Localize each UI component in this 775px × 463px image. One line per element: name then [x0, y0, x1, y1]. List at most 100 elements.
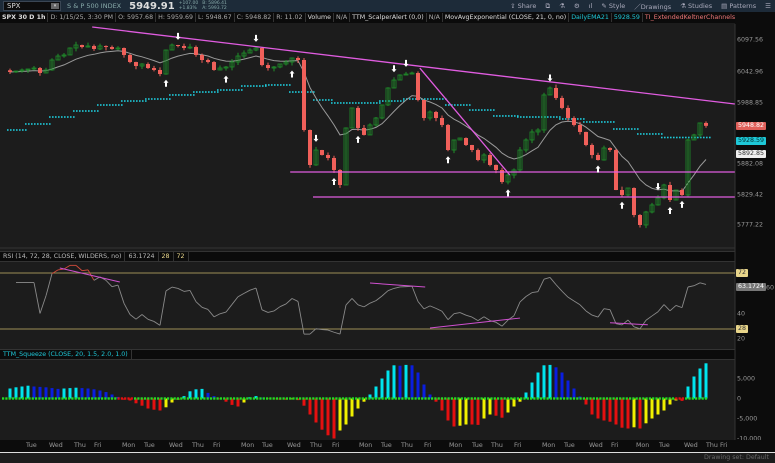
bars-button[interactable]: ıl [588, 2, 593, 10]
candle-up [139, 63, 145, 67]
squeeze-histogram-bar [626, 398, 630, 429]
drawings-button[interactable]: ／Drawings [634, 1, 671, 11]
daily-ema-dot [334, 102, 336, 104]
daily-ema-dot [325, 99, 327, 101]
squeeze-dot [269, 397, 272, 400]
squeeze-histogram-bar [560, 372, 564, 399]
rsi-line-segment [543, 276, 551, 280]
keltner-study[interactable]: TI_ExtendedKeltnerChannels (3.0) [643, 13, 735, 22]
squeeze-header: TTM_Squeeze (CLOSE, 20, 1.5, 2.0, 1.0) [0, 349, 735, 360]
candle-down [194, 47, 198, 55]
candle-up [277, 63, 283, 68]
up-arrow-icon [505, 189, 511, 197]
patterns-button[interactable]: ▤ Patterns [721, 2, 756, 10]
squeeze-histogram-bar [446, 398, 450, 421]
candle-down [434, 111, 438, 118]
detach-button[interactable]: ⧉ [545, 1, 551, 10]
time-axis[interactable]: Tue Wed Thu Fri Mon Tue Wed Thu Fri Mon Tue Wed Thu F… [0, 440, 775, 452]
squeeze-histogram-bar [590, 398, 594, 415]
scalper-study[interactable]: TTM_ScalperAlert (0,0) [350, 13, 427, 22]
daily-ema-dot [10, 129, 12, 131]
menu-button[interactable]: ☰ [765, 2, 771, 10]
squeeze-histogram-bar [188, 391, 192, 399]
drawing-set[interactable]: Drawing set: Default [704, 454, 769, 461]
rsi-line-segment [549, 277, 557, 285]
studies-button[interactable]: ⚗ Studies [680, 2, 712, 10]
squeeze-axis-label: 5,000 [737, 375, 756, 382]
time-axis-label: Wed [684, 442, 698, 449]
chart-id[interactable]: SPX 30 D 1h [0, 13, 49, 22]
squeeze-dot [374, 397, 378, 400]
squeeze-dot [176, 397, 180, 400]
squeeze-dot [173, 397, 176, 400]
flask-button[interactable]: ⚗ [559, 2, 565, 10]
daily-ema-dot [331, 102, 333, 104]
squeeze-histogram-bar [38, 386, 42, 399]
candle-down [596, 154, 600, 160]
daily-ema-dot [598, 121, 600, 123]
gear-button[interactable]: ⚙ [573, 2, 580, 10]
price-axis-label: 6042.96 [737, 68, 764, 75]
squeeze-histogram-bar [380, 378, 384, 399]
rsi-title[interactable]: RSI (14, 72, 28, CLOSE, WILDERS, no) [0, 252, 126, 261]
squeeze-dot [678, 397, 681, 400]
daily-ema-dot [277, 84, 279, 86]
squeeze-dot [282, 397, 285, 400]
candle-up [547, 87, 553, 96]
daily-ema-dot [49, 123, 51, 125]
daily-ema-study[interactable]: DailyEMA21 [569, 13, 612, 22]
daily-ema-dot [607, 121, 609, 123]
daily-ema-dot [499, 115, 501, 117]
daily-ema-dot [196, 91, 198, 93]
chevron-down-icon[interactable]: ▾ [51, 3, 59, 9]
symbol-value: SPX [7, 2, 21, 10]
daily-ema-dot [313, 91, 315, 93]
time-axis-label: Thu [192, 442, 204, 449]
squeeze-histogram-bar [242, 398, 246, 403]
daily-ema-dot [76, 110, 78, 112]
time-axis-label: Thu [310, 442, 322, 449]
time-axis-label: Fri [424, 442, 432, 449]
volume-study[interactable]: Volume [306, 13, 334, 22]
squeeze-dot [348, 397, 351, 400]
daily-ema-dot [652, 133, 654, 135]
time-axis-label: Thu [74, 442, 86, 449]
candle-down [704, 122, 708, 126]
daily-ema-dot [127, 100, 129, 102]
daily-ema-dot [586, 121, 588, 123]
squeeze-histogram-bar [680, 398, 684, 401]
squeeze-dot [704, 397, 708, 400]
share-button[interactable]: ⇪ Share [510, 2, 536, 10]
daily-ema-dot [40, 123, 42, 125]
squeeze-dot [226, 397, 229, 400]
daily-ema-dot [331, 99, 333, 101]
price-axis[interactable] [735, 12, 775, 452]
squeeze-title[interactable]: TTM_Squeeze (CLOSE, 20, 1.5, 2.0, 1.0) [0, 350, 132, 359]
daily-ema-dot [466, 104, 468, 106]
time-axis-label: Fri [720, 442, 728, 449]
daily-ema-dot [538, 116, 540, 118]
squeeze-dot [698, 397, 701, 400]
daily-ema-dot [61, 116, 63, 118]
candle-up [535, 129, 541, 133]
squeeze-dot [81, 397, 84, 400]
squeeze-dot [635, 397, 638, 400]
daily-ema-dot [352, 102, 354, 104]
candle-up [283, 61, 289, 65]
squeeze-histogram-bar [440, 398, 444, 411]
squeeze-histogram-bar [26, 385, 30, 399]
daily-ema-dot [619, 128, 621, 130]
rsi-line-segment [477, 316, 485, 322]
symbol-input[interactable]: SPX ▾ [3, 1, 61, 11]
ema-study[interactable]: MovAvgExponential (CLOSE, 21, 0, no) [443, 13, 570, 22]
candle-down [560, 97, 564, 108]
daily-ema-dot [115, 104, 117, 106]
daily-ema-dot [301, 91, 303, 93]
style-button[interactable]: ✎ Style [601, 2, 625, 10]
squeeze-histogram-bar [206, 392, 210, 399]
squeeze-dot [503, 397, 506, 400]
squeeze-dot [483, 397, 486, 400]
daily-ema-dot [595, 121, 597, 123]
daily-ema-dot [496, 115, 498, 117]
